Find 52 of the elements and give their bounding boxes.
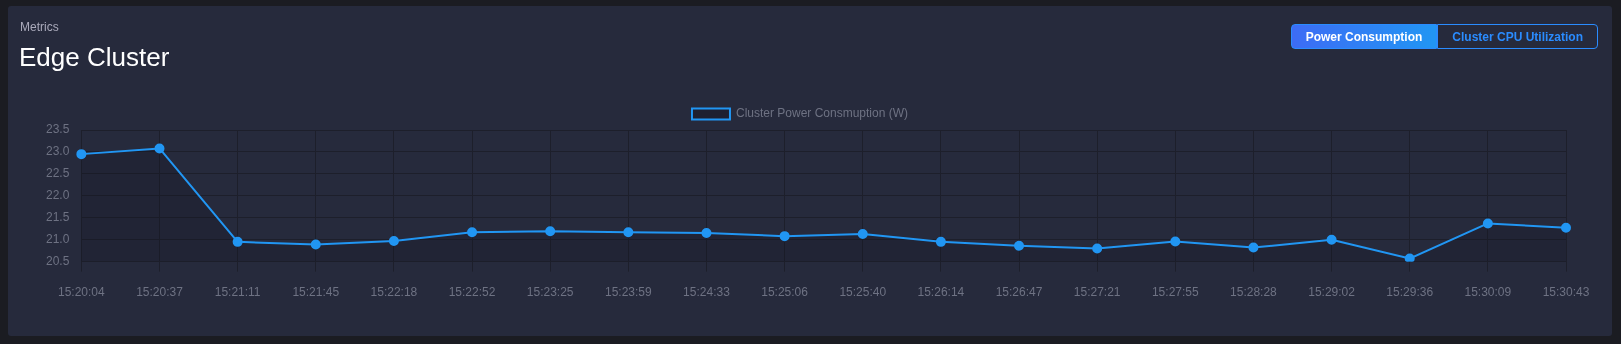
point <box>76 149 87 160</box>
point <box>1092 243 1103 254</box>
chart-title: Edge Cluster <box>19 42 170 73</box>
point <box>779 231 790 242</box>
point <box>232 236 243 247</box>
x-tick-label: 15:22:52 <box>448 285 496 300</box>
x-tick-label: 15:22:18 <box>370 285 418 300</box>
y-tick-label: 22.5 <box>46 166 70 181</box>
x-tick-label: 15:26:14 <box>917 285 965 300</box>
point <box>1014 240 1025 251</box>
x-tick-label: 15:29:02 <box>1308 285 1356 300</box>
y-tick-label: 21.0 <box>46 231 70 246</box>
point <box>1248 242 1259 253</box>
x-tick-label: 15:20:37 <box>136 285 184 300</box>
point <box>935 236 946 247</box>
x-tick-label: 15:27:21 <box>1073 285 1121 300</box>
point <box>623 227 634 238</box>
point <box>1170 236 1181 247</box>
x-tick-label: 15:29:36 <box>1386 285 1434 300</box>
x-tick-label: 15:28:28 <box>1230 285 1278 300</box>
text: Cluster CPU Utilization <box>1437 24 1598 49</box>
y-tick-label: 21.5 <box>46 210 70 225</box>
x-tick-label: 15:21:45 <box>292 285 340 300</box>
x-tick-label: 15:24:33 <box>683 285 731 300</box>
point <box>310 239 321 250</box>
x-tick-label: 15:27:55 <box>1151 285 1199 300</box>
x-tick-label: 15:23:59 <box>604 285 653 300</box>
x-tick-label: 15:21:11 <box>214 285 261 300</box>
point <box>1482 218 1493 229</box>
x-tick-label: 15:23:25 <box>526 285 574 300</box>
x-tick-label: 15:30:09 <box>1464 285 1512 300</box>
point <box>701 228 712 239</box>
point <box>154 143 165 154</box>
y-tick-label: 23.0 <box>46 144 70 159</box>
text: Power Consumption <box>1290 24 1438 49</box>
point <box>388 235 399 246</box>
point <box>1326 234 1337 245</box>
point <box>1404 253 1415 262</box>
point <box>857 228 868 239</box>
x-tick-label: 15:30:43 <box>1542 285 1590 300</box>
x-tick-label: 15:25:06 <box>761 285 809 300</box>
y-tick-label: 22.0 <box>46 188 70 203</box>
legend-label: Cluster Power Consmuption (W) <box>735 106 909 121</box>
x-tick-label: 15:20:04 <box>58 285 106 300</box>
point <box>467 227 478 238</box>
y-tick-label: 23.5 <box>46 122 70 137</box>
point <box>545 226 556 237</box>
y-tick-label: 20.5 <box>46 253 70 268</box>
x-tick-label: 15:25:40 <box>839 285 887 300</box>
point <box>1561 222 1571 233</box>
x-tick-label: 15:26:47 <box>995 285 1043 300</box>
chart-subtitle: Metrics <box>20 20 59 34</box>
